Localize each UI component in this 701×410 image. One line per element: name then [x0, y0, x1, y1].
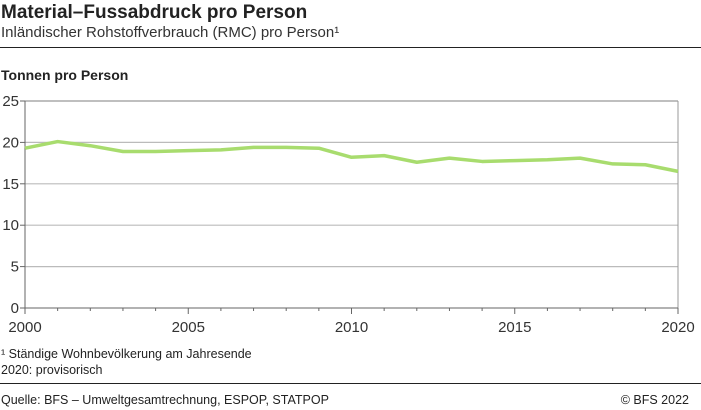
divider — [0, 383, 701, 384]
x-tick-label: 2015 — [498, 319, 531, 336]
x-tick-label: 2000 — [8, 319, 41, 336]
chart-subtitle: Inländischer Rohstoffverbrauch (RMC) pro… — [1, 24, 340, 41]
divider — [0, 47, 701, 48]
y-tick-label: 10 — [2, 217, 19, 234]
data-line — [24, 139, 679, 174]
x-tick-label: 2005 — [172, 319, 205, 336]
footnote: ¹ Ständige Wohnbevölkerung am Jahresende — [1, 347, 252, 361]
y-tick-label: 0 — [11, 300, 19, 317]
line-chart: 0 5 10 15 20 25 2000 2005 2010 2015 2020 — [2, 93, 694, 336]
provisional-note: 2020: provisorisch — [1, 363, 103, 377]
y-axis-label: Tonnen pro Person — [1, 67, 129, 83]
source: Quelle: BFS – Umweltgesamtrechnung, ESPO… — [1, 393, 329, 407]
y-tick-label: 5 — [11, 259, 19, 276]
y-tick-label: 15 — [2, 176, 19, 193]
chart-title: Material–Fussabdruck pro Person — [1, 2, 308, 23]
x-tick-label: 2010 — [335, 319, 368, 336]
x-tick-label: 2020 — [661, 319, 694, 336]
copyright: © BFS 2022 — [620, 393, 689, 407]
y-tick-label: 20 — [2, 134, 19, 151]
y-tick-label: 25 — [2, 93, 19, 110]
